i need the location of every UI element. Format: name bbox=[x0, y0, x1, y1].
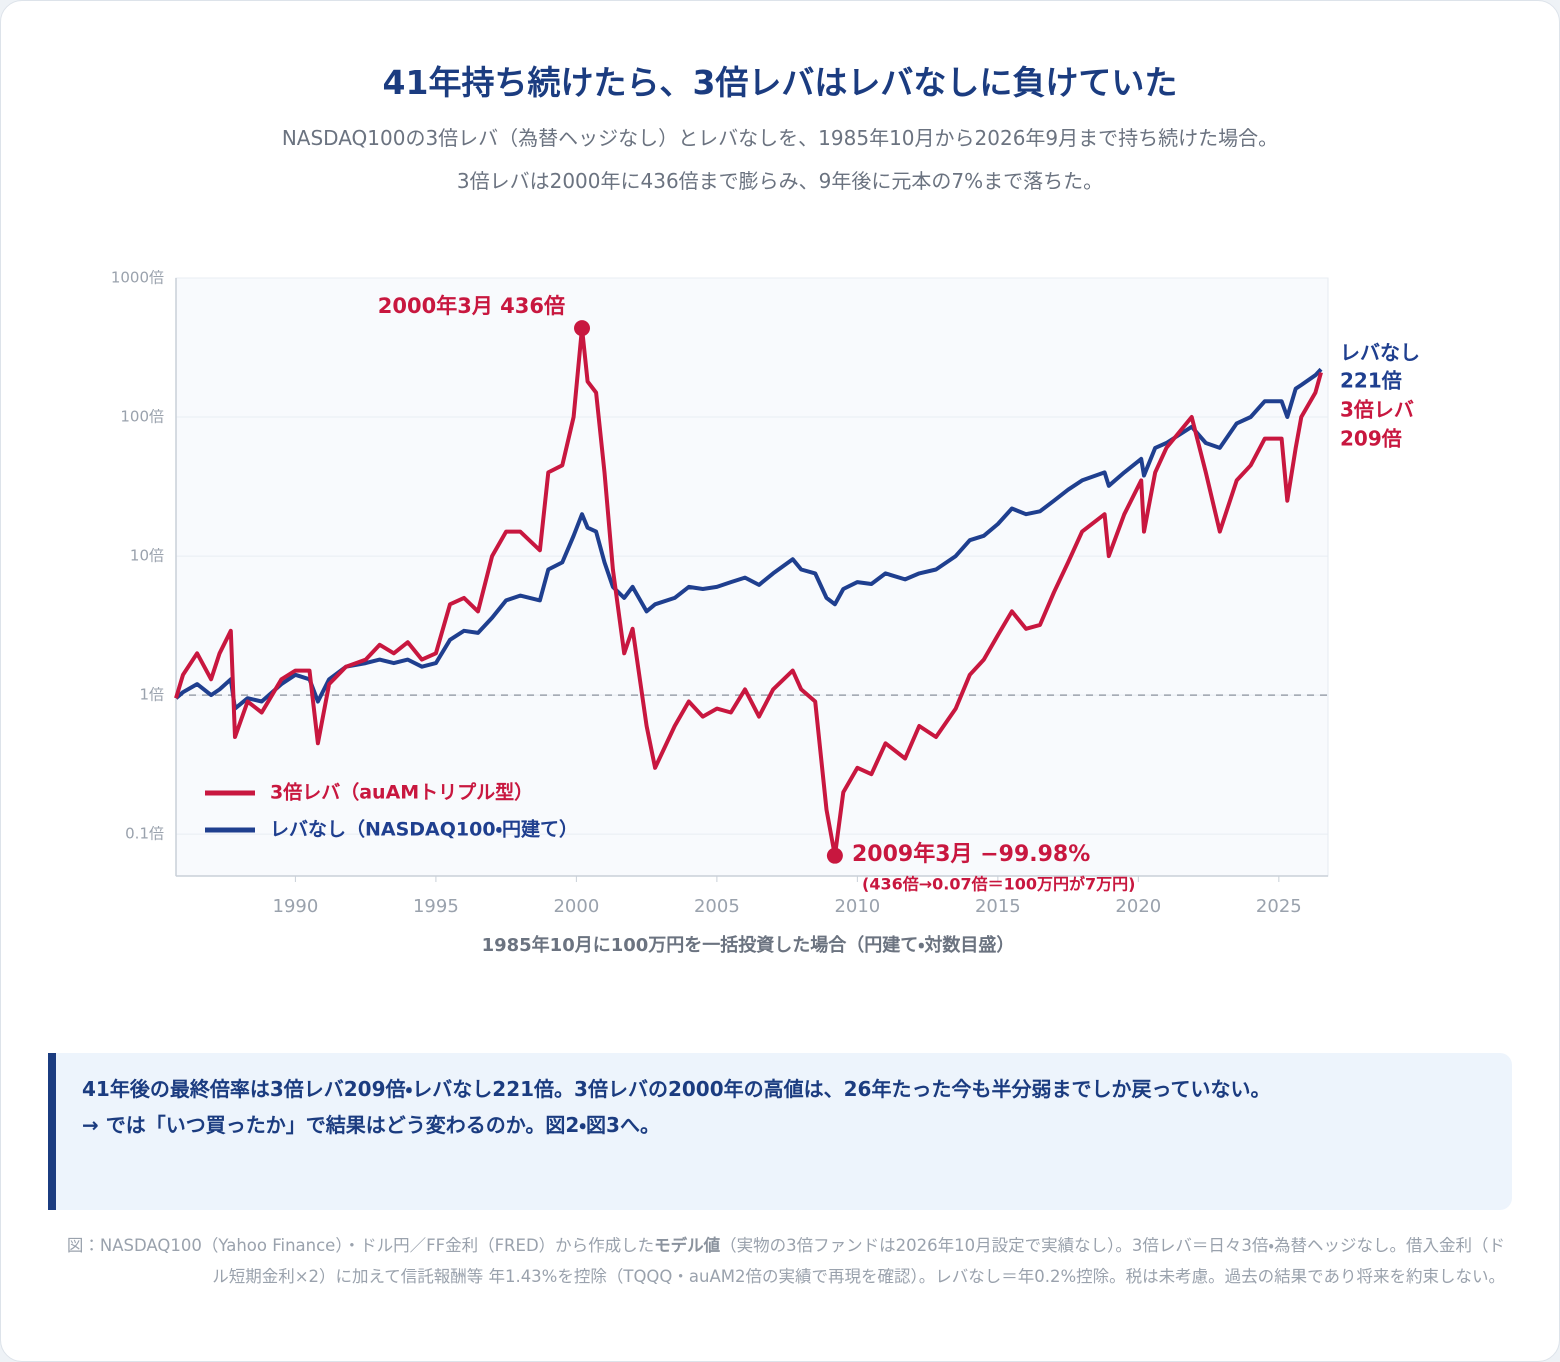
x-tick-label: 2025 bbox=[1256, 896, 1302, 917]
annotation: 2000年3月 436倍 bbox=[378, 294, 565, 318]
chart: 0.1倍 1倍 10倍 100倍 1000倍 1990 1995 2000 2005 2010 20… bbox=[111, 269, 1420, 957]
legend-label: レバなし（NASDAQ100・円建て） bbox=[270, 818, 578, 841]
series-line bbox=[174, 326, 1323, 858]
y-tick-label: 1000倍 bbox=[111, 269, 164, 287]
annotation: 3倍レバ bbox=[1340, 398, 1414, 422]
x-tick-label: 2020 bbox=[1115, 896, 1161, 917]
x-axis-label: 1985年10月に100万円を一括投資した場合（円建て・対数目盛） bbox=[482, 934, 1015, 956]
highlight-point bbox=[574, 320, 591, 337]
annotation: 209倍 bbox=[1340, 427, 1402, 451]
y-tick-label: 0.1倍 bbox=[125, 825, 164, 843]
x-tick-label: 2005 bbox=[694, 896, 740, 917]
x-tick-label: 2010 bbox=[834, 896, 880, 917]
annotation: レバなし bbox=[1340, 341, 1420, 365]
callout-text: → では「いつ買ったか」で結果はどう変わるのか。図2・図3へ。 bbox=[82, 1113, 660, 1137]
x-tick-label: 1990 bbox=[273, 896, 319, 917]
footnote-text: （実物の3倍ファンドは2026年10月設定で実績なし）。3倍レバ＝日々3倍・為替… bbox=[212, 1236, 1505, 1286]
y-tick-label: 1倍 bbox=[139, 686, 164, 704]
chart-title: 41年持ち続けたら、3倍レバはレバなしに負けていた bbox=[382, 63, 1178, 102]
footnote-bold: モデル値 bbox=[654, 1236, 721, 1255]
legend-label: 3倍レバ（auAMトリプル型） bbox=[270, 781, 533, 804]
annotation: 221倍 bbox=[1340, 369, 1402, 393]
x-tick-label: 1995 bbox=[413, 896, 459, 917]
plot-area bbox=[175, 277, 1329, 877]
footnote-text: 図：NASDAQ100（Yahoo Finance）・ドル円／FF金利（FRED… bbox=[66, 1236, 655, 1255]
callout: 41年後の最終倍率は3倍レバ209倍・レバなし221倍。3倍レバの2000年の高… bbox=[48, 1053, 1512, 1210]
series-line bbox=[174, 367, 1323, 711]
callout-text: 41年後の最終倍率は3倍レバ209倍・レバなし221倍。3倍レバの2000年の高… bbox=[82, 1077, 1271, 1101]
x-tick-label: 2000 bbox=[553, 896, 599, 917]
subtitle: NASDAQ100の3倍レバ（為替ヘッジなし）とレバなしを、1985年10月から… bbox=[281, 126, 1279, 150]
highlight-point bbox=[826, 847, 843, 864]
y-tick-label: 100倍 bbox=[120, 408, 164, 426]
footnote: 図：NASDAQ100（Yahoo Finance）・ドル円／FF金利（FRED… bbox=[55, 1230, 1505, 1292]
y-tick-label: 10倍 bbox=[130, 547, 164, 565]
x-tick-label: 2015 bbox=[975, 896, 1021, 917]
annotation: (436倍→0.07倍＝100万円が7万円) bbox=[862, 875, 1135, 894]
annotation: 2009年3月 −99.98% bbox=[852, 841, 1090, 867]
subtitle: 3倍レバは2000年に436倍まで膨らみ、9年後に元本の7%まで落ちた。 bbox=[456, 169, 1104, 193]
